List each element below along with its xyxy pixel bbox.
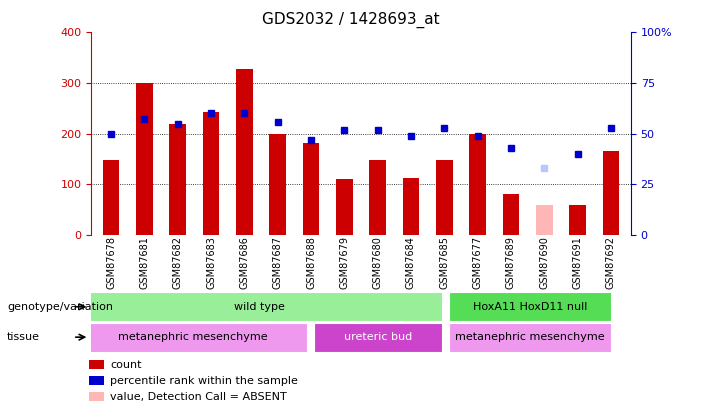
Text: tissue: tissue (7, 332, 40, 342)
Bar (88, 376, 104, 385)
Bar (569, 205, 586, 235)
Text: count: count (110, 360, 142, 369)
Bar (336, 179, 353, 235)
Text: percentile rank within the sample: percentile rank within the sample (110, 376, 298, 386)
Bar (236, 69, 253, 235)
Bar (536, 205, 552, 235)
Bar (449, 292, 611, 322)
Bar (203, 112, 219, 235)
Text: metanephric mesenchyme: metanephric mesenchyme (455, 332, 604, 342)
Bar (136, 83, 153, 235)
Text: ureteric bud: ureteric bud (343, 332, 412, 342)
Bar (469, 134, 486, 235)
Bar (88, 360, 104, 369)
Bar (603, 151, 619, 235)
Bar (314, 323, 442, 352)
Bar (503, 194, 519, 235)
Bar (369, 160, 386, 235)
Bar (88, 392, 104, 401)
Bar (269, 134, 286, 235)
Text: genotype/variation: genotype/variation (7, 302, 113, 312)
Bar (402, 178, 419, 235)
Bar (170, 124, 186, 235)
Bar (303, 143, 320, 235)
Bar (103, 160, 119, 235)
Text: GDS2032 / 1428693_at: GDS2032 / 1428693_at (261, 12, 440, 28)
Bar (449, 323, 611, 352)
Bar (436, 160, 453, 235)
Text: HoxA11 HoxD11 null: HoxA11 HoxD11 null (472, 302, 587, 312)
Bar (78, 292, 442, 322)
Text: wild type: wild type (234, 302, 285, 312)
Text: value, Detection Call = ABSENT: value, Detection Call = ABSENT (110, 392, 287, 402)
Text: metanephric mesenchyme: metanephric mesenchyme (118, 332, 267, 342)
Bar (78, 323, 307, 352)
